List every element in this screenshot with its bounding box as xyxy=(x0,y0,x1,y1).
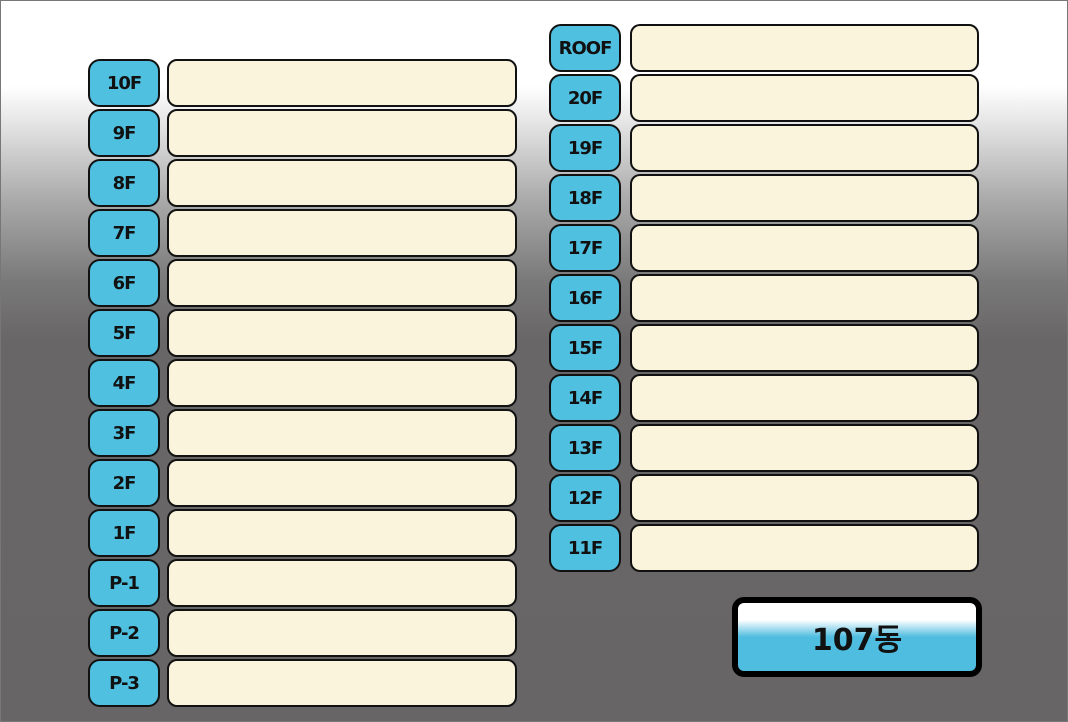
floor-label-p-2[interactable]: P-2 xyxy=(88,609,160,657)
floor-field-6f[interactable] xyxy=(167,259,517,307)
floor-field-10f[interactable] xyxy=(167,59,517,107)
floor-field-20f[interactable] xyxy=(630,74,979,122)
floor-field-14f[interactable] xyxy=(630,374,979,422)
floor-field-9f[interactable] xyxy=(167,109,517,157)
floor-field-15f[interactable] xyxy=(630,324,979,372)
floor-label-p-1[interactable]: P-1 xyxy=(88,559,160,607)
floor-label-1f[interactable]: 1F xyxy=(88,509,160,557)
floor-label-9f[interactable]: 9F xyxy=(88,109,160,157)
floor-field-1f[interactable] xyxy=(167,509,517,557)
floor-field-4f[interactable] xyxy=(167,359,517,407)
floor-field-13f[interactable] xyxy=(630,424,979,472)
floor-label-roof[interactable]: ROOF xyxy=(549,24,621,72)
floor-field-18f[interactable] xyxy=(630,174,979,222)
floor-label-14f[interactable]: 14F xyxy=(549,374,621,422)
floor-field-8f[interactable] xyxy=(167,159,517,207)
floor-field-p-3[interactable] xyxy=(167,659,517,707)
floor-label-5f[interactable]: 5F xyxy=(88,309,160,357)
floor-field-16f[interactable] xyxy=(630,274,979,322)
floor-label-p-3[interactable]: P-3 xyxy=(88,659,160,707)
floor-field-12f[interactable] xyxy=(630,474,979,522)
floor-label-20f[interactable]: 20F xyxy=(549,74,621,122)
floor-field-p-2[interactable] xyxy=(167,609,517,657)
floor-label-19f[interactable]: 19F xyxy=(549,124,621,172)
floor-field-11f[interactable] xyxy=(630,524,979,572)
floor-field-19f[interactable] xyxy=(630,124,979,172)
floor-field-2f[interactable] xyxy=(167,459,517,507)
floor-label-10f[interactable]: 10F xyxy=(88,59,160,107)
floor-label-2f[interactable]: 2F xyxy=(88,459,160,507)
floor-field-p-1[interactable] xyxy=(167,559,517,607)
floor-label-3f[interactable]: 3F xyxy=(88,409,160,457)
floor-field-roof[interactable] xyxy=(630,24,979,72)
floor-label-12f[interactable]: 12F xyxy=(549,474,621,522)
floor-label-13f[interactable]: 13F xyxy=(549,424,621,472)
floor-label-4f[interactable]: 4F xyxy=(88,359,160,407)
floor-field-5f[interactable] xyxy=(167,309,517,357)
floor-label-17f[interactable]: 17F xyxy=(549,224,621,272)
floor-label-7f[interactable]: 7F xyxy=(88,209,160,257)
floor-label-18f[interactable]: 18F xyxy=(549,174,621,222)
floor-label-11f[interactable]: 11F xyxy=(549,524,621,572)
floor-label-15f[interactable]: 15F xyxy=(549,324,621,372)
floor-field-17f[interactable] xyxy=(630,224,979,272)
floor-label-6f[interactable]: 6F xyxy=(88,259,160,307)
floor-label-16f[interactable]: 16F xyxy=(549,274,621,322)
floor-label-8f[interactable]: 8F xyxy=(88,159,160,207)
floor-field-3f[interactable] xyxy=(167,409,517,457)
building-107-button[interactable]: 107동 xyxy=(732,597,982,677)
floor-field-7f[interactable] xyxy=(167,209,517,257)
